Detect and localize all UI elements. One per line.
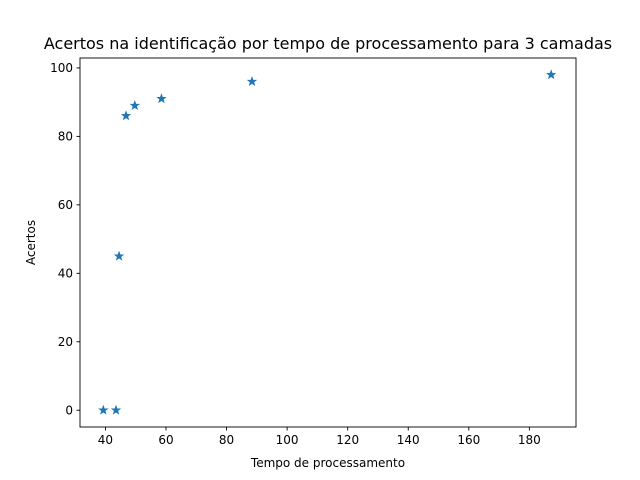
- x-axis-label: Tempo de processamento: [250, 456, 405, 470]
- x-tick-label: 160: [457, 433, 480, 447]
- y-tick-label: 60: [58, 198, 73, 212]
- data-point: [156, 93, 167, 104]
- x-tick-label: 80: [219, 433, 234, 447]
- y-axis: 0 20 40 60 80 100: [50, 61, 80, 418]
- chart-title: Acertos na identificação por tempo de pr…: [44, 34, 612, 53]
- y-tick-label: 20: [58, 335, 73, 349]
- x-tick-label: 180: [518, 433, 541, 447]
- x-tick-label: 140: [397, 433, 420, 447]
- data-point: [246, 76, 258, 87]
- y-tick-label: 100: [50, 61, 73, 75]
- y-axis-label: Acertos: [24, 220, 38, 265]
- y-tick-label: 0: [65, 404, 73, 418]
- x-axis: 40 60 80 100 120 140 160 180: [98, 427, 541, 447]
- data-point: [545, 69, 557, 80]
- data-point: [120, 110, 132, 121]
- data-point: [113, 250, 125, 261]
- x-tick-label: 120: [336, 433, 359, 447]
- plot-area: [98, 69, 557, 415]
- y-tick-label: 40: [58, 267, 73, 281]
- x-tick-label: 100: [276, 433, 299, 447]
- data-point: [98, 404, 109, 415]
- y-tick-label: 80: [58, 130, 73, 144]
- x-tick-label: 40: [98, 433, 113, 447]
- x-tick-label: 60: [158, 433, 173, 447]
- data-point: [129, 100, 141, 111]
- data-point: [110, 404, 122, 415]
- plot-frame: [79, 57, 577, 428]
